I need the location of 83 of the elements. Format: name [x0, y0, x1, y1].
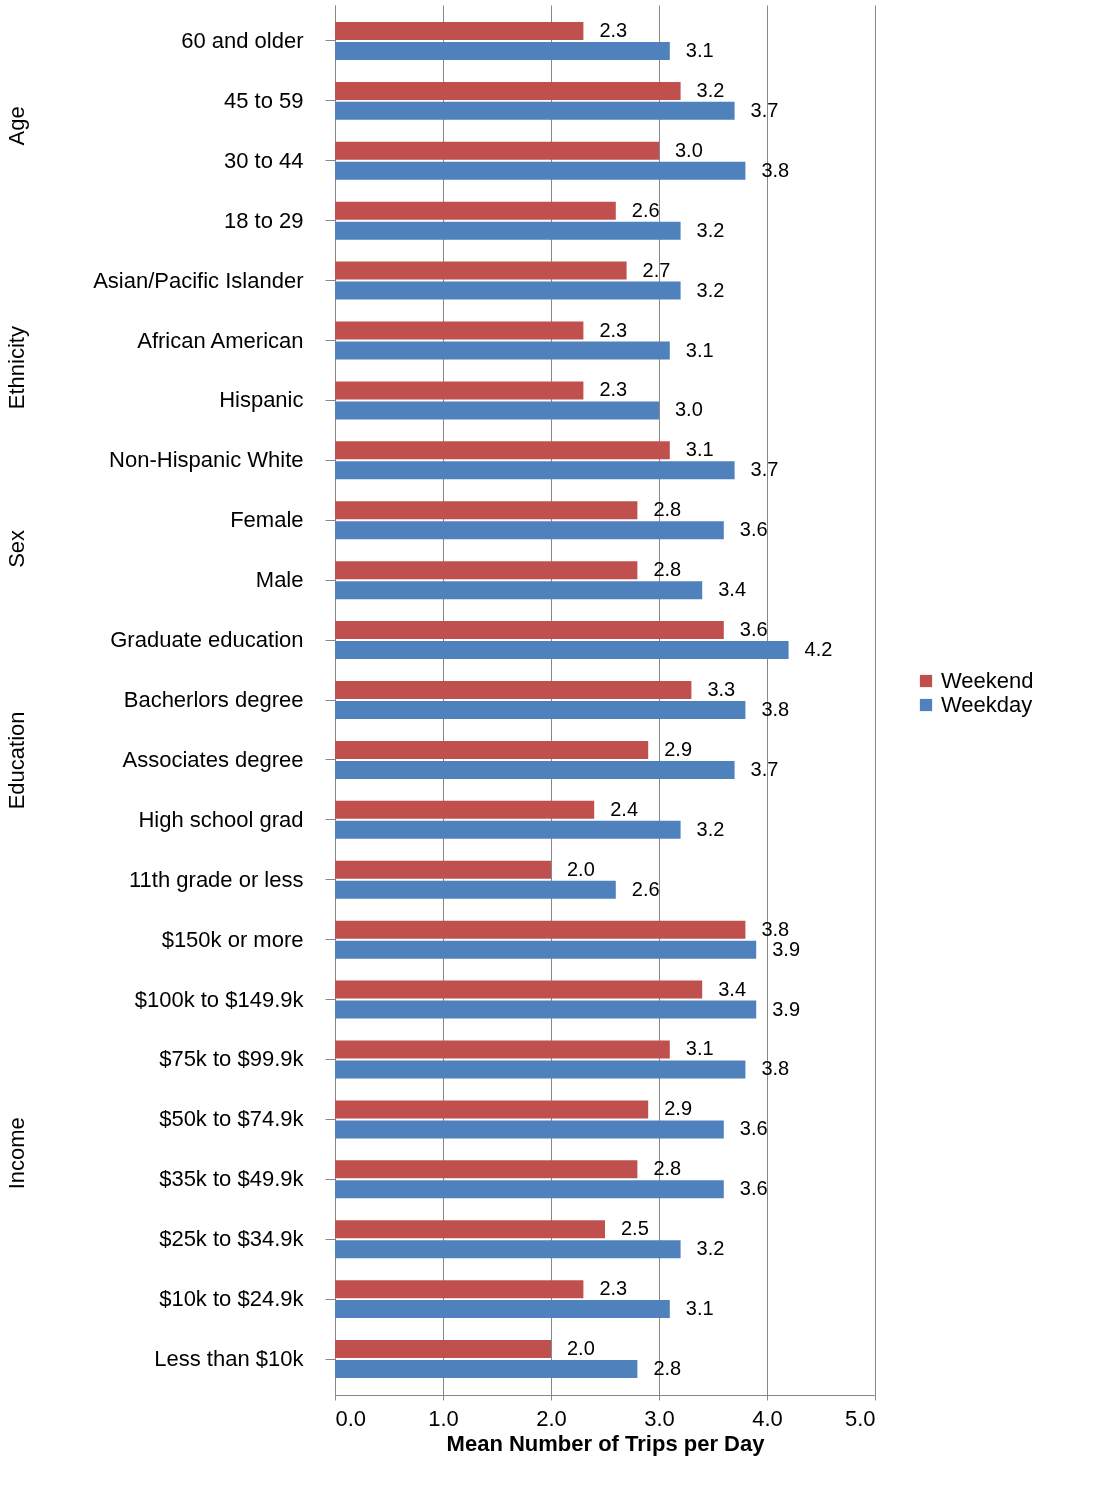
data-label: 3.8 [761, 917, 790, 940]
data-label: 3.2 [696, 817, 725, 840]
y-tick-label: Hispanic [219, 387, 304, 413]
data-label: 3.2 [696, 218, 725, 241]
legend-label: Weekday [941, 692, 1033, 717]
text: Ethnicity [4, 326, 29, 410]
data-label: 4.2 [804, 638, 833, 661]
x-axis-title: Mean Number of Trips per Day [446, 1430, 766, 1456]
text: Education [4, 711, 29, 810]
data-label: 3.2 [696, 1237, 725, 1260]
y-tick-label: Female [230, 507, 304, 533]
data-label: 3.0 [675, 138, 703, 161]
y-tick-label: 18 to 29 [223, 207, 304, 233]
text: Sex [4, 529, 29, 568]
data-label: 3.6 [739, 1177, 768, 1200]
y-tick-label: $35k to $49.9k [159, 1166, 305, 1192]
y-tick-label: African American [137, 327, 304, 353]
x-tick-label: 1.0 [428, 1405, 459, 1431]
y-tick-label: Asian/Pacific Islander [93, 267, 304, 293]
y-tick-label: 30 to 44 [223, 147, 304, 173]
data-label: 2.8 [653, 1157, 682, 1180]
y-tick-label: 11th grade or less [129, 866, 304, 892]
data-label: 3.3 [707, 678, 736, 701]
y-tick-label: $50k to $74.9k [159, 1106, 305, 1132]
x-tick-label: 0.0 [335, 1405, 367, 1431]
data-label: 2.9 [664, 1097, 693, 1120]
y-tick-label: $100k to $149.9k [134, 986, 305, 1012]
data-label: 3.8 [761, 1057, 790, 1080]
data-label: 3.1 [685, 38, 714, 61]
data-label: 2.8 [653, 498, 682, 521]
y-tick-label: $75k to $99.9k [159, 1046, 305, 1072]
data-label: 2.6 [631, 877, 660, 900]
data-label: 2.7 [642, 258, 671, 281]
y-tick-label: 45 to 59 [223, 87, 304, 113]
y-tick-label: Less than $10k [154, 1346, 305, 1372]
data-label: 3.7 [750, 458, 779, 481]
y-tick-label: $10k to $24.9k [159, 1286, 305, 1312]
y-tick-label: Male [255, 567, 304, 593]
data-label: 3.2 [696, 78, 725, 101]
y-tick-label: Non-Hispanic White [109, 447, 304, 473]
data-label: 3.1 [685, 438, 714, 461]
data-label: 3.1 [685, 1297, 714, 1320]
data-label: 2.8 [653, 1357, 682, 1380]
x-tick-label: 4.0 [752, 1405, 783, 1431]
y-tick-label: 60 and older [181, 27, 304, 53]
text: Age [4, 106, 29, 146]
data-label: 2.5 [621, 1217, 649, 1240]
y-tick-label: Associates degree [122, 746, 304, 772]
data-label: 3.6 [739, 518, 768, 541]
data-label: 3.4 [718, 578, 747, 601]
data-label: 2.4 [610, 797, 639, 820]
data-label: 3.9 [772, 997, 801, 1020]
data-label: 2.3 [599, 378, 628, 401]
data-label: 3.6 [739, 618, 768, 641]
y-tick-label: High school grad [138, 806, 304, 832]
y-tick-label: $150k or more [161, 926, 304, 952]
legend-label: Weekend [941, 668, 1034, 693]
data-label: 2.9 [664, 737, 693, 760]
y-tick-label: Bacherlors degree [123, 687, 304, 712]
data-label: 3.1 [685, 1037, 714, 1060]
data-label: 2.3 [599, 318, 628, 341]
data-label: 2.0 [567, 857, 595, 880]
data-label: 2.6 [631, 198, 660, 221]
data-label: 3.7 [750, 98, 779, 121]
data-label: 2.3 [599, 1277, 628, 1300]
data-label: 3.8 [761, 697, 790, 720]
x-tick-label: 3.0 [644, 1405, 675, 1431]
data-label: 2.8 [653, 558, 682, 581]
text: Income [4, 1117, 29, 1190]
data-label: 3.6 [739, 1117, 768, 1140]
data-label: 2.0 [567, 1337, 595, 1360]
data-label: 2.3 [599, 18, 628, 41]
data-label: 3.1 [685, 338, 714, 361]
x-tick-label: 2.0 [536, 1405, 567, 1431]
data-label: 3.2 [696, 278, 725, 301]
data-label: 3.0 [675, 398, 703, 421]
data-label: 3.4 [718, 977, 747, 1000]
data-label: 3.7 [750, 757, 779, 780]
y-tick-label: $25k to $34.9k [159, 1226, 305, 1252]
x-tick-label: 5.0 [844, 1405, 876, 1431]
data-label: 3.9 [772, 937, 801, 960]
data-label: 3.8 [761, 158, 790, 181]
y-tick-label: Graduate education [110, 627, 304, 653]
